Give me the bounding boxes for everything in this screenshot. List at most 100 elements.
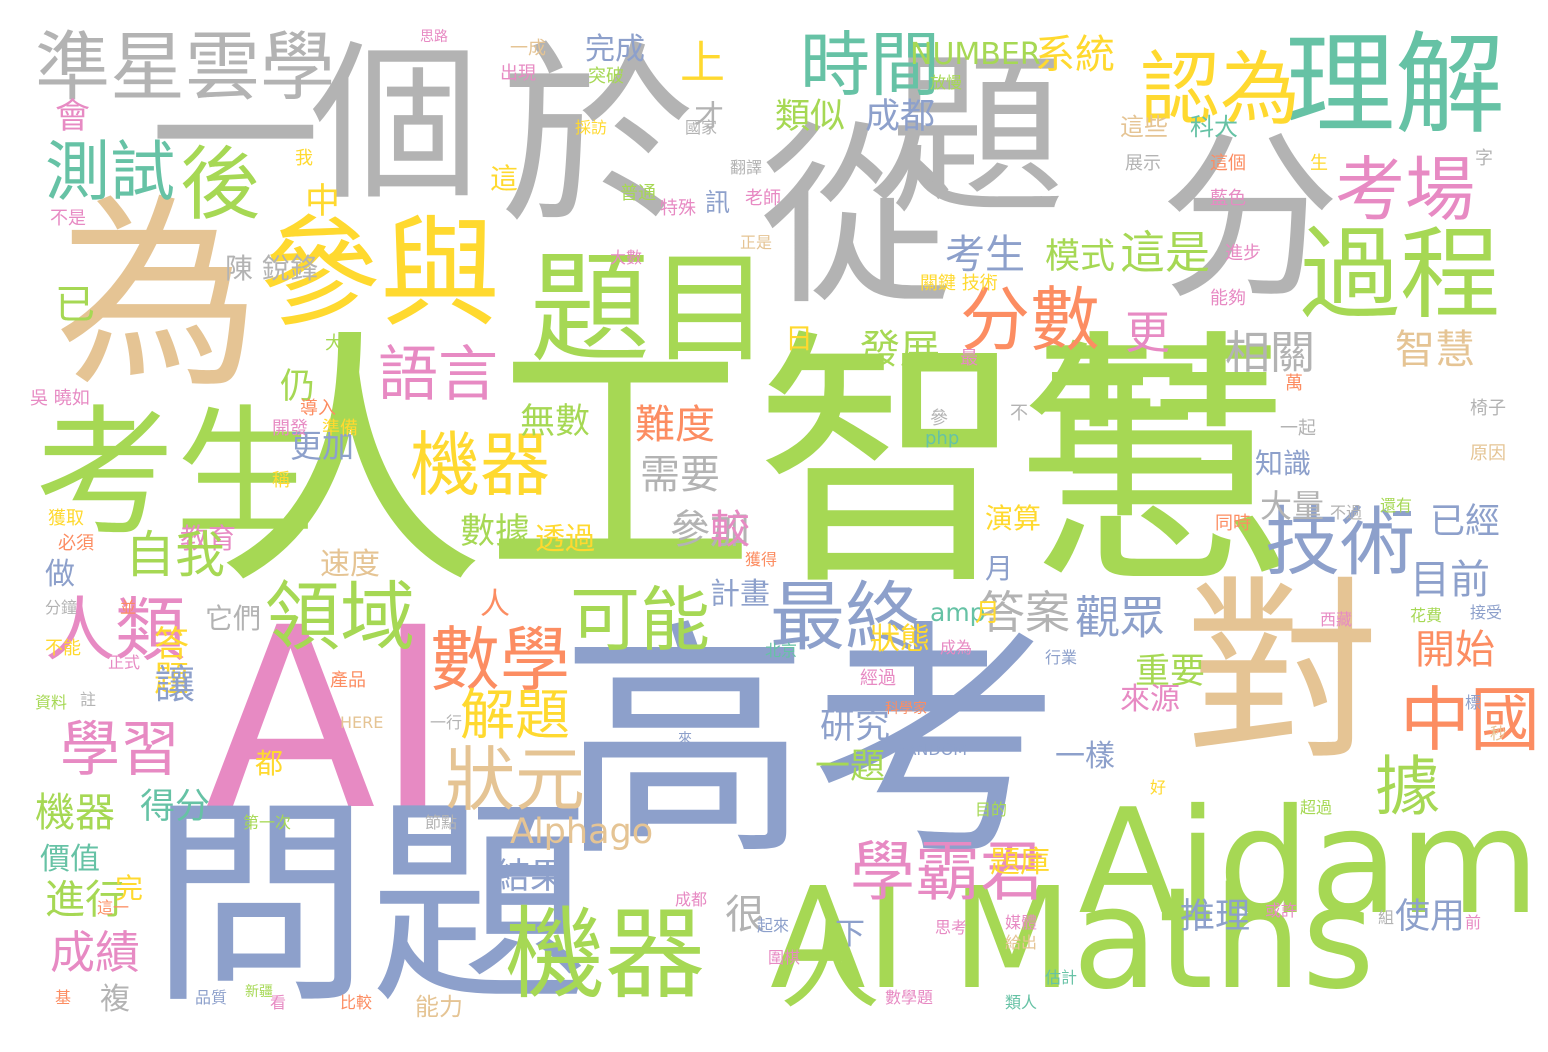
word: 題目 xyxy=(530,240,770,379)
word: 較 xyxy=(710,507,750,553)
word: 讓 xyxy=(155,662,195,708)
word: 我 xyxy=(295,148,313,169)
word: 經過 xyxy=(860,668,896,689)
word: 訊 xyxy=(705,188,731,217)
word: 演算 xyxy=(985,502,1042,535)
word: 都 xyxy=(255,747,284,780)
word: 從 xyxy=(760,104,955,331)
word: 下 xyxy=(835,917,865,952)
word: amp xyxy=(930,598,986,627)
word: 計畫 xyxy=(710,577,770,612)
word: 學習 xyxy=(60,715,180,785)
word: 自我 xyxy=(125,526,225,584)
word: 題 xyxy=(890,36,1065,239)
word: 參 xyxy=(930,408,948,429)
word: 科大 xyxy=(1190,113,1238,141)
word: 組 xyxy=(1378,908,1395,927)
word: 一樣 xyxy=(1055,739,1115,774)
word: 目前 xyxy=(1410,557,1490,603)
word: 語言 xyxy=(378,340,498,410)
word: 特殊 xyxy=(660,198,696,219)
word: 需要 xyxy=(640,452,720,498)
word: 比較 xyxy=(340,993,373,1012)
word: 難度 xyxy=(635,402,715,448)
word: 成績 xyxy=(50,926,141,979)
word: 不是 xyxy=(50,208,86,229)
word: 估計 xyxy=(1045,968,1078,987)
word: 月 xyxy=(975,598,1001,627)
word: 資料 xyxy=(35,693,68,712)
word: 技術 xyxy=(1265,498,1416,586)
word: 稱 xyxy=(272,470,290,491)
word: 科學家 xyxy=(885,701,927,717)
word: 椅子 xyxy=(1470,398,1506,419)
word: 接受 xyxy=(1470,603,1503,622)
word: 系統 xyxy=(1035,32,1115,78)
word: 西藏 xyxy=(1320,610,1353,629)
word: 或許 xyxy=(1265,901,1298,920)
word: 考生 xyxy=(945,232,1025,278)
word: 測試 xyxy=(45,135,176,210)
word: 最終 xyxy=(770,573,921,661)
word: 必須 xyxy=(58,533,94,554)
word: 關鍵 技術 xyxy=(920,273,998,294)
word: 於 xyxy=(500,24,695,251)
word: 日 xyxy=(785,322,814,355)
word: 獲得 xyxy=(745,550,778,569)
word: 註 xyxy=(80,690,97,709)
word: 這 xyxy=(490,162,519,195)
word: 得分 xyxy=(140,787,211,827)
word: 吳 曉如 xyxy=(30,388,90,409)
word: 推理 xyxy=(1180,897,1251,937)
word: 第一次 xyxy=(243,813,292,832)
word: NUMBER xyxy=(910,37,1041,72)
word: 萬 xyxy=(1285,373,1303,394)
word: 才 xyxy=(688,100,723,130)
word: 超過 xyxy=(1300,798,1333,817)
word: 採訪 xyxy=(575,118,608,137)
word: 考場 xyxy=(1335,149,1475,231)
word: 答題 xyxy=(148,625,188,695)
word: 解題 xyxy=(460,683,571,747)
word: 答案 xyxy=(980,586,1071,639)
word: 參加 xyxy=(670,507,750,553)
word: 觀眾 xyxy=(1075,591,1166,644)
word: 為 xyxy=(55,178,260,416)
word: 複 xyxy=(100,982,130,1017)
word: 進步 xyxy=(1225,243,1261,264)
word: 放慢 xyxy=(930,73,963,92)
word: 數據 xyxy=(460,512,531,552)
word: 北京 xyxy=(765,641,798,660)
word: 開發 xyxy=(272,418,308,439)
word: 能力 xyxy=(415,993,463,1021)
word: 類人 xyxy=(1005,993,1038,1012)
word: 據 xyxy=(1375,750,1441,825)
word: 已經 xyxy=(1430,502,1501,542)
word: 圍棋 xyxy=(768,948,801,967)
word: 時間 xyxy=(800,24,940,106)
word: 陳 銳鋒 xyxy=(225,252,318,285)
word: 知識 xyxy=(1255,447,1312,480)
word: 更加 xyxy=(290,427,355,465)
word: 目的 xyxy=(975,800,1008,819)
word: 人類 xyxy=(45,589,185,671)
word: 翻譯 xyxy=(730,158,763,177)
word: 藍色 xyxy=(1210,188,1246,209)
word: 準備 xyxy=(322,418,358,439)
word: 分鐘 xyxy=(45,598,78,617)
word: 這是 xyxy=(1120,226,1211,279)
word: 數學 xyxy=(430,619,570,701)
word: 智慧 xyxy=(1395,327,1475,373)
word: 中國 xyxy=(1400,679,1540,761)
word: 媒體 xyxy=(1005,913,1038,932)
word: 做 xyxy=(45,557,75,592)
word: 類似 xyxy=(775,97,846,137)
word: 並 xyxy=(120,598,137,617)
word: 人工智慧 xyxy=(215,307,1295,622)
word: 大數 xyxy=(610,248,643,267)
word: 上 xyxy=(680,36,726,89)
word: 相關 xyxy=(1225,326,1316,379)
word: 花費 xyxy=(1410,606,1443,625)
word: 基 xyxy=(55,988,72,1007)
word: 過程 xyxy=(1300,216,1500,333)
